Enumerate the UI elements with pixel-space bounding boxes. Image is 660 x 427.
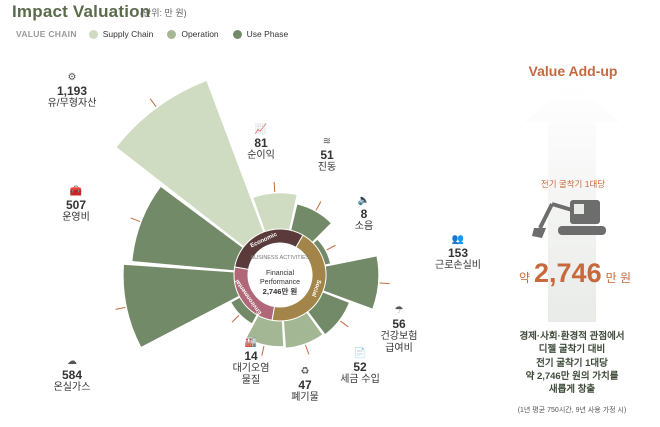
value-suffix: 만 원 [605, 271, 632, 285]
ring-label-social: Social [310, 279, 322, 298]
center-line2: Performance [260, 279, 300, 286]
chart-sectors [114, 79, 380, 349]
label-name: 근로손실비 [435, 260, 481, 272]
excavator-icon [532, 200, 606, 238]
center-line3: 2,746만 원 [263, 286, 298, 296]
label-name: 온실가스 [53, 382, 91, 394]
legend-label: Supply Chain [102, 29, 154, 39]
legend: VALUE CHAIN Supply Chain Operation Use P… [16, 29, 302, 39]
label-name-2: 급여비 [385, 342, 413, 354]
legend-swatch [88, 29, 98, 39]
label-name: 유/무형자산 [47, 98, 97, 110]
value-prefix: 약 [518, 271, 531, 285]
label-net-income: 📈 81 순이익 [236, 124, 286, 162]
value-description: 경제·사회·환경적 관점에서 디젤 굴착기 대비 전기 굴착기 1대당 약 2,… [492, 330, 652, 396]
legend-label: Operation [181, 29, 219, 39]
speaker-icon: 🔈 [357, 195, 371, 206]
sector-tick-0 [273, 181, 276, 192]
label-tax: 📄 52 세금 수입 [332, 348, 388, 386]
sector-tick-3 [379, 282, 390, 285]
desc-line: 전기 굴착기 1대당 [536, 357, 608, 369]
sector-tick-5 [305, 344, 310, 355]
sector-tick-7 [231, 314, 240, 323]
center-line1: Financial [266, 270, 294, 277]
value-addup-title: Value Add-up [528, 63, 618, 79]
document-icon: 📄 [353, 348, 367, 359]
label-name: 순이익 [247, 150, 275, 162]
umbrella-icon: ☂ [394, 305, 404, 316]
sector-tick-6 [261, 345, 265, 356]
label-value: 8 [360, 206, 368, 221]
assets-icon: ⚙ [67, 72, 77, 83]
legend-title: VALUE CHAIN [16, 29, 77, 39]
desc-line: 약 2,746만 원의 가치를 [525, 370, 619, 382]
assumption-note: (1년 평균 750시간, 9년 사용 가정 시) [517, 407, 627, 414]
desc-line: 디젤 굴착기 대비 [538, 344, 606, 356]
label-name-2: 물질 [241, 374, 261, 386]
cloud-icon: ☁ [67, 356, 77, 367]
label-name: 소음 [354, 221, 374, 233]
up-arrow [524, 82, 620, 322]
label-name: 폐기물 [291, 392, 319, 404]
label-value: 51 [320, 147, 334, 162]
unit-label: (단위: 만 원) [140, 8, 187, 18]
sector-tick-4 [340, 320, 349, 328]
total-value: 약 2,746 만 원 [500, 258, 650, 289]
desc-line: 경제·사회·환경적 관점에서 [519, 331, 625, 342]
center-circle [248, 243, 312, 307]
legend-item-usephase: Use Phase [232, 29, 289, 39]
chart-ticks [115, 98, 390, 356]
desc-line: 새롭게 창출 [548, 384, 596, 396]
label-value: 56 [392, 316, 406, 331]
vibration-icon: ≋ [322, 136, 332, 147]
sector-8 [122, 263, 248, 349]
label-name: 건강보험 [380, 331, 418, 343]
per-unit-caption: 전기 굴착기 1대당 [540, 179, 606, 189]
label-operating-cost: 🧰 507 운영비 [48, 186, 104, 224]
factory-icon: 🏭 [244, 337, 258, 348]
legend-item-operation: Operation [167, 29, 219, 39]
label-health: ☂ 56 건강보험 급여비 [372, 305, 426, 354]
page-title: Impact Valuation [12, 2, 151, 21]
legend-swatch [167, 29, 177, 39]
label-value: 14 [244, 348, 258, 363]
label-name: 운영비 [62, 212, 90, 224]
sector-tick-8 [115, 306, 126, 310]
value-amount: 2,746 [534, 258, 602, 288]
label-labor-loss: 👥 153 근로손실비 [426, 234, 490, 272]
label-name: 대기오염 [232, 363, 270, 375]
label-assets: ⚙ 1,193 유/무형자산 [32, 72, 112, 110]
label-value: 584 [61, 367, 83, 382]
legend-swatch [232, 29, 242, 39]
label-name: 진동 [317, 162, 337, 174]
label-value: 47 [298, 377, 312, 392]
sector-tick-1 [315, 201, 322, 211]
sector-tick-9 [130, 217, 141, 222]
waste-icon: ♻ [300, 366, 310, 377]
label-vibration: ≋ 51 진동 [304, 136, 350, 174]
label-value: 153 [447, 245, 469, 260]
label-value: 1,193 [56, 83, 88, 98]
sector-tick-2 [326, 244, 336, 251]
legend-label: Use Phase [246, 29, 289, 39]
label-name: 세금 수입 [340, 374, 380, 386]
tools-icon: 🧰 [69, 186, 83, 197]
label-noise: 🔈 8 소음 [344, 195, 384, 233]
label-waste: ♻ 47 폐기물 [282, 366, 328, 404]
label-air-pollutant: 🏭 14 대기오염 물질 [224, 337, 278, 386]
sector-tick-10 [149, 98, 157, 107]
chart-icon: 📈 [254, 124, 268, 135]
label-value: 507 [65, 197, 87, 212]
legend-item-supply: Supply Chain [88, 29, 154, 39]
label-value: 52 [353, 359, 367, 374]
people-icon: 👥 [451, 234, 465, 245]
ring-environmental [233, 266, 276, 321]
center-title: BUSINESS ACTIVITIES [251, 255, 310, 261]
label-ghg: ☁ 584 온실가스 [42, 356, 102, 394]
ring-social [271, 234, 327, 322]
label-value: 81 [254, 135, 268, 150]
